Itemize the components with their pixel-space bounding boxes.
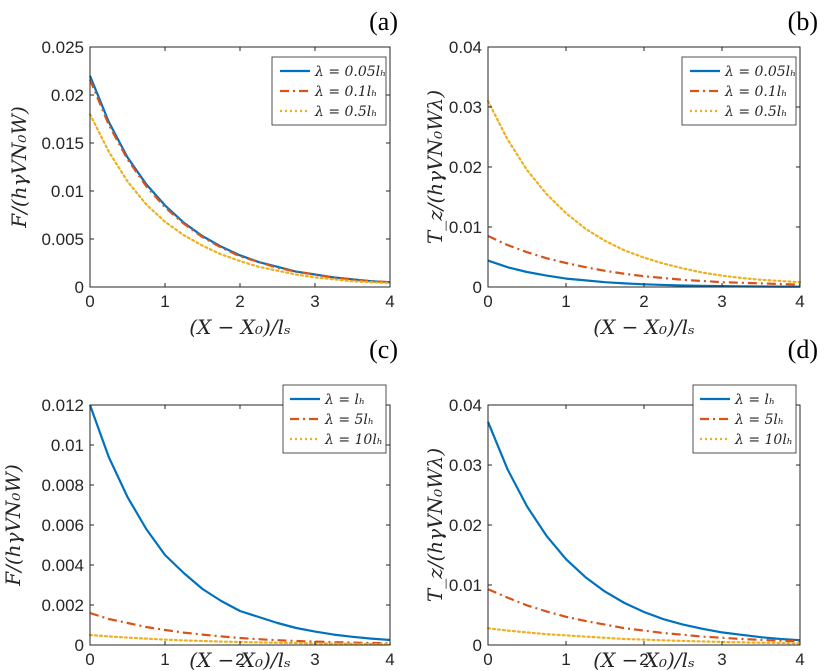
- series-layer: [486, 421, 802, 645]
- y-axis-label: F/(hγVN₀W): [1, 464, 25, 587]
- x-axis-label: (X − X₀)/lₛ: [189, 648, 290, 671]
- panel-label: (c): [369, 335, 398, 364]
- legend: λ = 0.05lₕ λ = 0.1lₕ λ = 0.5lₕ: [271, 56, 387, 126]
- legend-box: [692, 384, 797, 454]
- legend-box: [282, 384, 387, 454]
- x-tick-label: 4: [795, 650, 804, 669]
- x-tick-label: 3: [717, 292, 726, 311]
- x-tick-marks: 0 1 2 3 4: [483, 47, 805, 311]
- y-tick-label: 0.002: [41, 596, 84, 615]
- y-axis-label: F/(hγVN₀W): [7, 106, 31, 229]
- y-tick-label: 0.03: [449, 456, 482, 475]
- legend: λ = lₕ λ = 5lₕ λ = 10lₕ: [692, 384, 797, 454]
- y-tick-marks: 0 0.002 0.004 0.006 0.008 0.01 0.012: [41, 396, 390, 655]
- x-tick-label: 1: [561, 650, 570, 669]
- y-tick-marks: 0 0.005 0.01 0.015 0.02 0.025: [41, 38, 390, 297]
- panel-c: 0 1 2 3 4 0 0.002 0.004 0.006 0.008 0.01 0.012 (c)…: [1, 335, 398, 671]
- series-line-0: [88, 404, 391, 642]
- y-tick-label: 0: [473, 636, 482, 655]
- y-tick-label: 0.005: [41, 230, 84, 249]
- y-tick-label: 0.01: [51, 182, 84, 201]
- legend-entry-2: λ = 0.5lₕ: [314, 104, 377, 120]
- legend-entry-0: λ = 0.05lₕ: [314, 64, 386, 80]
- x-tick-label: 1: [160, 650, 169, 669]
- y-tick-label: 0.004: [41, 556, 84, 575]
- x-tick-label: 0: [483, 650, 492, 669]
- legend-entry-1: λ = 5lₕ: [734, 412, 784, 428]
- series-layer: [88, 75, 392, 285]
- y-tick-marks: 0 0.01 0.02 0.03 0.04: [449, 396, 800, 655]
- y-axis-label: T_z/(hγVN₀Wλ): [423, 448, 447, 602]
- x-tick-label: 3: [310, 292, 319, 311]
- series-line-2: [486, 627, 802, 645]
- legend-entry-2: λ = 0.5lₕ: [724, 104, 787, 120]
- legend-entry-0: λ = 0.05lₕ: [724, 64, 796, 80]
- y-tick-label: 0: [75, 278, 84, 297]
- x-tick-label: 1: [561, 292, 570, 311]
- legend-entry-2: λ = 10lₕ: [324, 432, 383, 448]
- y-tick-label: 0.02: [449, 516, 482, 535]
- y-tick-label: 0.01: [449, 576, 482, 595]
- y-tick-label: 0: [473, 278, 482, 297]
- panel-label: (b): [788, 7, 818, 36]
- legend-entry-1: λ = 0.1lₕ: [314, 84, 377, 100]
- x-tick-label: 4: [385, 292, 394, 311]
- x-axis-label: (X − X₀)/lₛ: [593, 315, 694, 339]
- legend-box: [271, 56, 387, 126]
- y-axis-label: T_z/(hγVN₀Wλ): [423, 90, 447, 244]
- x-tick-label: 2: [235, 650, 244, 669]
- legend-entry-0: λ = lₕ: [324, 392, 365, 408]
- series-line-2: [486, 99, 802, 284]
- x-tick-label: 0: [483, 292, 492, 311]
- x-tick-label: 4: [795, 292, 804, 311]
- y-tick-label: 0.008: [41, 476, 84, 495]
- y-tick-label: 0.04: [449, 38, 482, 57]
- y-tick-label: 0.015: [41, 134, 84, 153]
- series-line-1: [487, 235, 801, 286]
- panel-label: (a): [369, 7, 398, 36]
- legend: λ = 0.05lₕ λ = 0.1lₕ λ = 0.5lₕ: [681, 56, 797, 126]
- x-tick-marks: 0 1 2 3 4: [483, 405, 805, 669]
- series-line-2: [88, 113, 392, 285]
- panel-a: 0 1 2 3 4 0 0.005 0.01 0.015 0.02 0.025 (a) (X − …: [7, 7, 398, 339]
- legend: λ = lₕ λ = 5lₕ λ = 10lₕ: [282, 384, 387, 454]
- x-tick-label: 2: [235, 292, 244, 311]
- x-tick-label: 2: [639, 650, 648, 669]
- panel-label: (d): [788, 335, 818, 364]
- y-tick-label: 0.012: [41, 396, 84, 415]
- legend-entry-1: λ = 0.1lₕ: [724, 84, 787, 100]
- y-tick-label: 0.01: [51, 436, 84, 455]
- x-tick-label: 2: [639, 292, 648, 311]
- x-tick-label: 3: [310, 650, 319, 669]
- x-tick-label: 3: [717, 650, 726, 669]
- y-tick-label: 0.006: [41, 516, 84, 535]
- x-tick-label: 0: [85, 292, 94, 311]
- x-tick-label: 0: [85, 650, 94, 669]
- y-tick-marks: 0 0.01 0.02 0.03 0.04: [449, 38, 800, 297]
- legend-box: [681, 56, 797, 126]
- x-tick-label: 1: [160, 292, 169, 311]
- legend-entry-2: λ = 10lₕ: [734, 432, 793, 448]
- y-tick-label: 0.03: [449, 98, 482, 117]
- y-tick-label: 0.025: [41, 38, 84, 57]
- x-tick-marks: 0 1 2 3 4: [85, 47, 395, 311]
- series-line-0: [486, 421, 801, 642]
- series-line-1: [487, 588, 801, 643]
- legend-entry-1: λ = 5lₕ: [324, 412, 374, 428]
- y-tick-label: 0.02: [51, 86, 84, 105]
- x-axis-label: (X − X₀)/lₛ: [189, 315, 290, 339]
- y-tick-label: 0.01: [449, 218, 482, 237]
- series-line-1: [89, 611, 391, 645]
- y-tick-label: 0.02: [449, 158, 482, 177]
- y-tick-label: 0: [75, 636, 84, 655]
- legend-entry-0: λ = lₕ: [734, 392, 775, 408]
- x-tick-label: 4: [385, 650, 394, 669]
- x-axis-label: (X − X₀)/lₛ: [593, 648, 694, 671]
- y-tick-label: 0.04: [449, 396, 482, 415]
